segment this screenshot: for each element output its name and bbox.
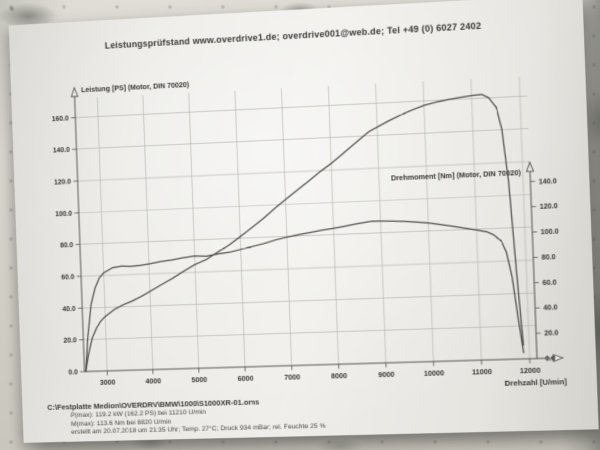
axis-tick-label: 40.0 xyxy=(543,305,557,313)
axis-tick-label: 10000 xyxy=(424,369,445,378)
axis-tick-label: 120.0 xyxy=(54,179,71,187)
axis-tick-label: 80.0 xyxy=(541,254,555,262)
axis-tick-label: 140.0 xyxy=(539,178,557,186)
dyno-chart: 0.0 20.0 40.0 60.0 80.0 100.0 120.0 140.0 160.0 0… xyxy=(52,29,568,388)
axis-tick-label: 12000 xyxy=(520,367,541,376)
right-axis-title: Drehmoment [Nm] (Motor, DIN 70020) xyxy=(391,169,522,183)
axis-tick-label: 8000 xyxy=(331,372,347,381)
axis-tick-label: 20.0 xyxy=(63,337,76,344)
paper-sheet: Leistungsprüfstand www.overdrive1.de; ov… xyxy=(8,0,599,443)
axis-tick-label: 40.0 xyxy=(62,306,75,313)
axis-tick-label: 60.0 xyxy=(542,279,556,287)
axis-tick-label: 140.0 xyxy=(53,147,70,155)
axis-tick-label: 20.0 xyxy=(544,330,558,338)
axis-arrows xyxy=(71,64,563,375)
axis-tick-label: 0.0 xyxy=(68,369,78,376)
axis-tick-label: 60.0 xyxy=(61,274,74,281)
axis-tick-label: 6000 xyxy=(238,375,254,383)
axis-tick-label: 160.0 xyxy=(52,115,69,123)
right-axis-arrow-icon xyxy=(526,162,533,171)
axis-tick-label: 100.0 xyxy=(540,228,558,236)
axis-tick-label: 4000 xyxy=(145,377,161,385)
measurement-footer: C:\Festplatte Medion\OVERDRV\BMW\1000\S1… xyxy=(47,397,326,439)
tick-labels: 0.0 20.0 40.0 60.0 80.0 100.0 120.0 140.0 160.0 0… xyxy=(52,115,559,387)
axis-tick-label: 3000 xyxy=(100,378,116,386)
x-axis-title: Drehzahl [U/min] xyxy=(504,377,567,388)
left-axis-arrow-icon xyxy=(71,88,78,97)
left-axis-title: Leistung [PS] (Motor, DIN 70020) xyxy=(81,81,190,94)
axis-tick-label: 120.0 xyxy=(540,203,558,211)
leistung-curve xyxy=(77,93,524,372)
axis-tick-label: 9000 xyxy=(378,371,394,380)
axis-tick-label: 11000 xyxy=(472,368,492,377)
axes xyxy=(75,73,554,371)
axis-tick-label: 0.0 xyxy=(545,355,555,363)
axis-tick-label: 80.0 xyxy=(60,242,73,249)
axis-tick-label: 5000 xyxy=(191,376,207,384)
axis-tick-label: 7000 xyxy=(284,373,300,382)
axis-tick-label: 100.0 xyxy=(55,210,72,218)
gridlines xyxy=(75,76,537,371)
